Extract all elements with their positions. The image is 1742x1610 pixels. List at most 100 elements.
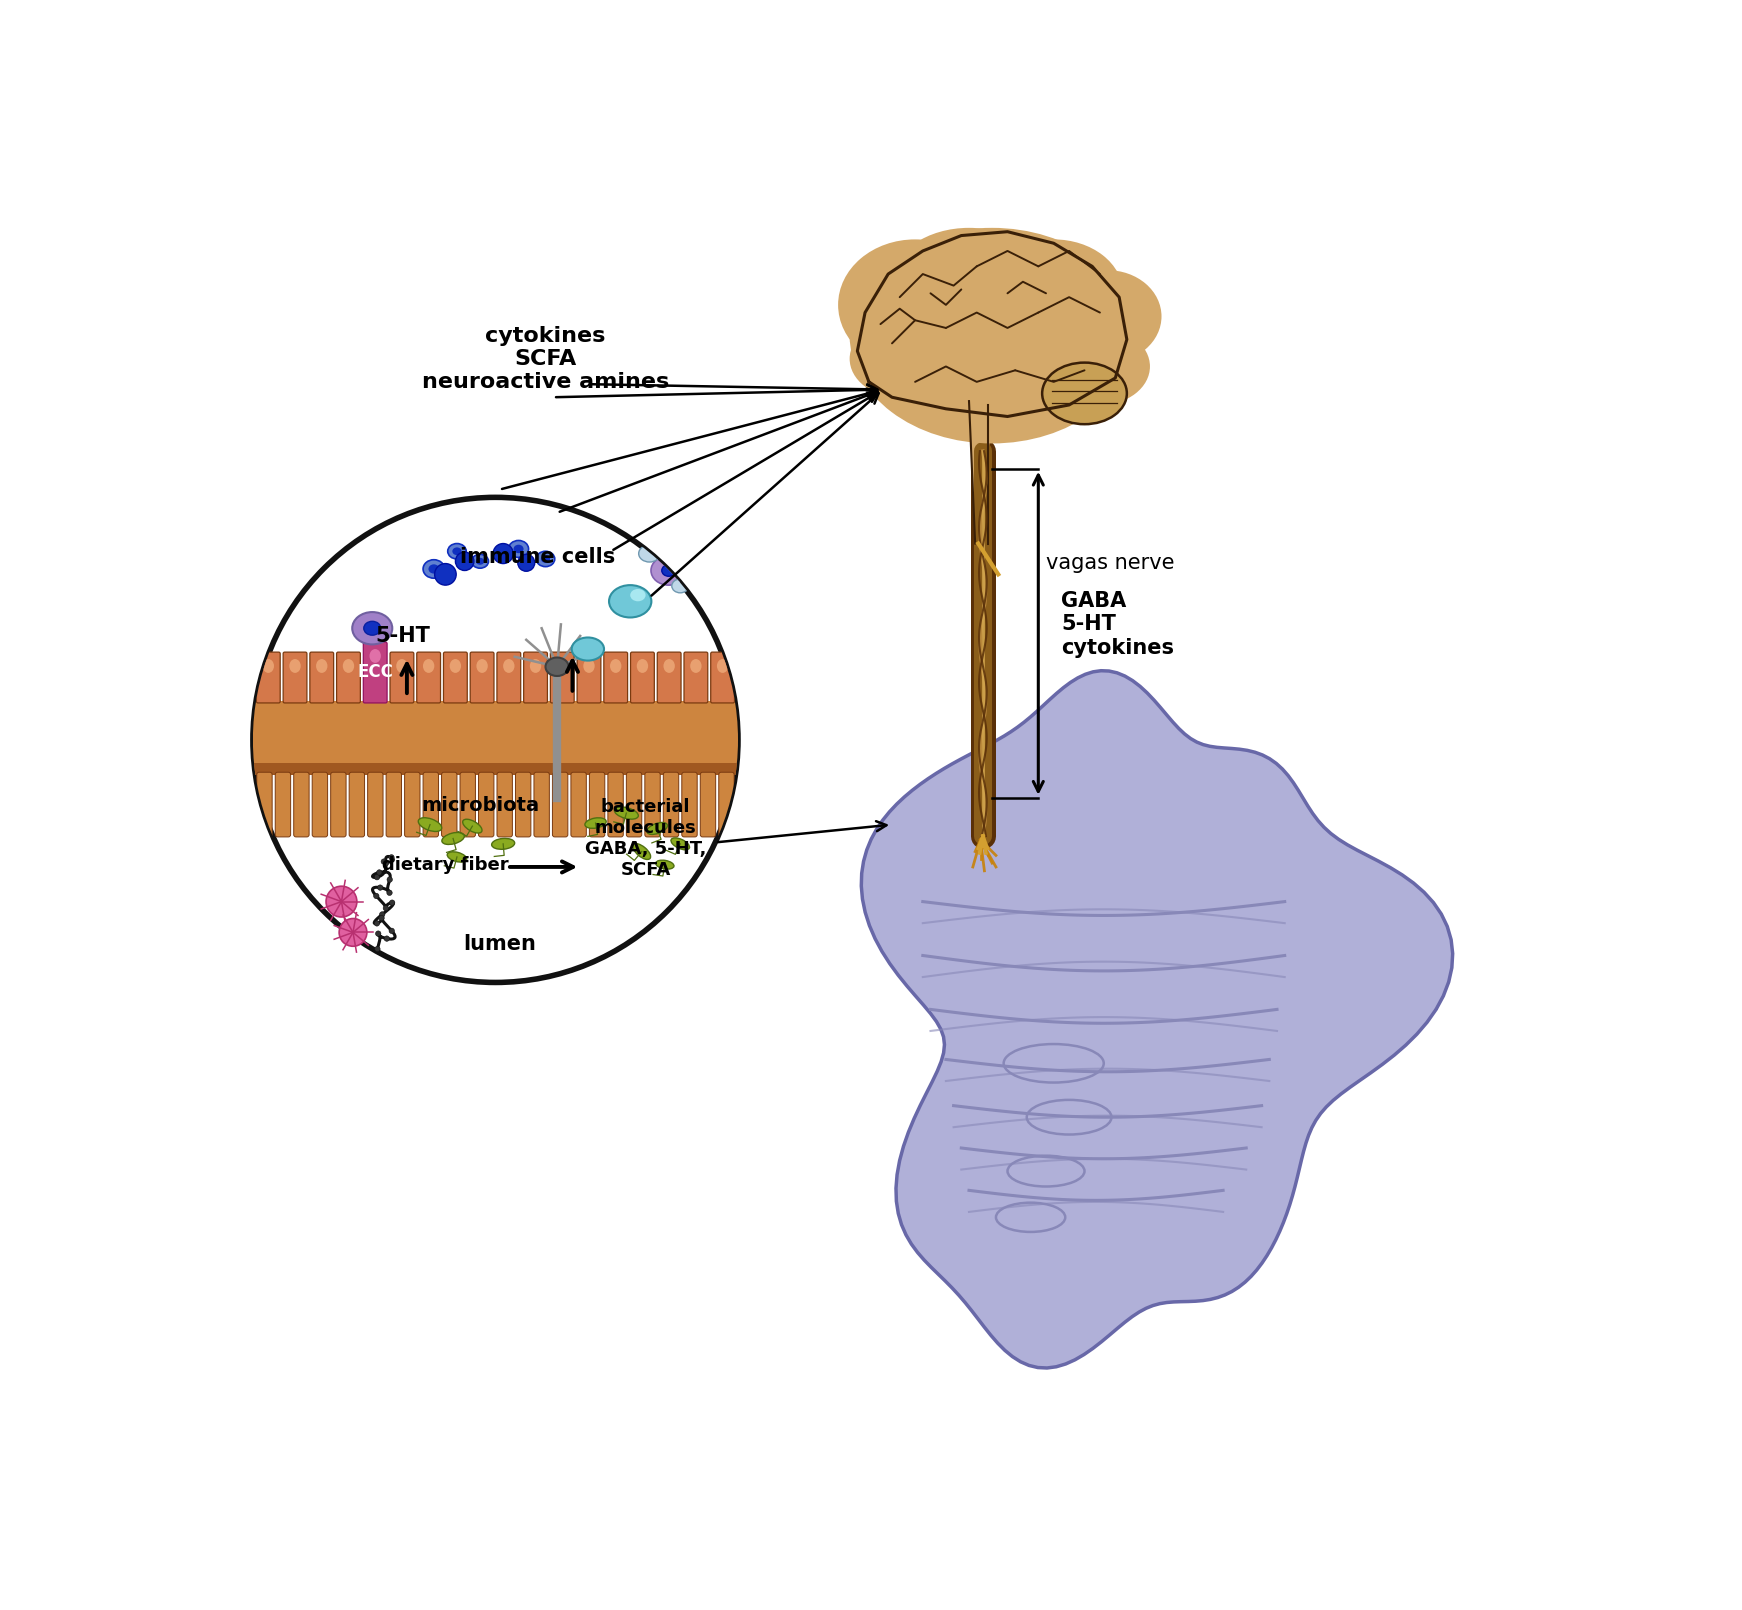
Ellipse shape	[493, 544, 514, 564]
Ellipse shape	[615, 807, 638, 819]
Ellipse shape	[652, 555, 686, 584]
Text: dietary fiber: dietary fiber	[381, 857, 509, 874]
Text: GABA
5-HT
cytokines: GABA 5-HT cytokines	[1061, 591, 1174, 657]
Text: immune cells: immune cells	[460, 547, 615, 567]
Ellipse shape	[429, 565, 439, 573]
Ellipse shape	[476, 557, 484, 565]
Ellipse shape	[662, 565, 676, 576]
FancyBboxPatch shape	[404, 773, 420, 837]
Circle shape	[253, 497, 739, 982]
Circle shape	[381, 858, 387, 865]
Circle shape	[383, 860, 388, 866]
Circle shape	[375, 921, 380, 926]
Ellipse shape	[472, 554, 488, 568]
FancyBboxPatch shape	[312, 773, 327, 837]
Ellipse shape	[423, 658, 434, 673]
Ellipse shape	[610, 584, 652, 618]
Circle shape	[378, 916, 385, 921]
Ellipse shape	[263, 658, 273, 673]
Ellipse shape	[838, 240, 993, 370]
FancyBboxPatch shape	[444, 652, 467, 704]
Circle shape	[387, 877, 392, 882]
Circle shape	[383, 935, 390, 942]
Circle shape	[383, 905, 388, 911]
FancyBboxPatch shape	[368, 773, 383, 837]
Bar	[253, 702, 739, 774]
FancyBboxPatch shape	[516, 773, 531, 837]
FancyBboxPatch shape	[416, 652, 441, 704]
FancyBboxPatch shape	[460, 773, 476, 837]
Text: bacterial
molecules
GABA, 5-HT,
SCFA: bacterial molecules GABA, 5-HT, SCFA	[585, 799, 706, 879]
Circle shape	[375, 947, 380, 952]
Ellipse shape	[463, 819, 483, 832]
Circle shape	[373, 894, 380, 898]
FancyBboxPatch shape	[348, 773, 364, 837]
FancyBboxPatch shape	[423, 773, 439, 837]
Ellipse shape	[289, 658, 301, 673]
Circle shape	[376, 869, 381, 876]
FancyBboxPatch shape	[711, 652, 735, 704]
Ellipse shape	[850, 320, 949, 398]
FancyBboxPatch shape	[604, 652, 627, 704]
FancyBboxPatch shape	[294, 773, 308, 837]
Ellipse shape	[718, 658, 728, 673]
FancyBboxPatch shape	[479, 773, 495, 837]
FancyBboxPatch shape	[631, 652, 655, 704]
FancyBboxPatch shape	[256, 773, 272, 837]
Ellipse shape	[1042, 362, 1127, 423]
Text: 5-HT: 5-HT	[376, 626, 430, 646]
FancyBboxPatch shape	[550, 652, 575, 704]
FancyBboxPatch shape	[331, 773, 347, 837]
Circle shape	[388, 855, 394, 860]
Ellipse shape	[584, 658, 594, 673]
FancyBboxPatch shape	[664, 773, 679, 837]
FancyBboxPatch shape	[589, 773, 604, 837]
Ellipse shape	[364, 621, 381, 636]
Text: vagas nerve: vagas nerve	[1045, 552, 1174, 573]
FancyBboxPatch shape	[571, 773, 587, 837]
Ellipse shape	[1054, 270, 1162, 362]
Ellipse shape	[509, 541, 528, 557]
Ellipse shape	[610, 658, 622, 673]
FancyBboxPatch shape	[577, 652, 601, 704]
FancyBboxPatch shape	[284, 652, 307, 704]
Ellipse shape	[984, 240, 1124, 348]
Circle shape	[390, 900, 395, 905]
Ellipse shape	[671, 837, 690, 850]
FancyBboxPatch shape	[719, 773, 733, 837]
Ellipse shape	[434, 564, 456, 584]
Ellipse shape	[655, 860, 674, 869]
Ellipse shape	[540, 555, 550, 563]
Circle shape	[375, 874, 380, 881]
Ellipse shape	[340, 919, 368, 947]
Ellipse shape	[449, 658, 462, 673]
Ellipse shape	[631, 589, 646, 601]
FancyBboxPatch shape	[441, 773, 456, 837]
FancyBboxPatch shape	[608, 773, 624, 837]
FancyBboxPatch shape	[275, 773, 291, 837]
Ellipse shape	[326, 886, 357, 918]
Ellipse shape	[448, 852, 467, 861]
FancyBboxPatch shape	[496, 773, 512, 837]
FancyBboxPatch shape	[645, 773, 660, 837]
Ellipse shape	[352, 612, 392, 644]
Text: lumen: lumen	[463, 934, 537, 955]
FancyBboxPatch shape	[390, 652, 415, 704]
Ellipse shape	[455, 552, 474, 570]
FancyBboxPatch shape	[336, 652, 361, 704]
FancyBboxPatch shape	[681, 773, 697, 837]
FancyBboxPatch shape	[685, 652, 707, 704]
FancyBboxPatch shape	[552, 773, 568, 837]
Ellipse shape	[517, 554, 535, 572]
Ellipse shape	[491, 839, 514, 850]
Ellipse shape	[530, 658, 542, 673]
Ellipse shape	[888, 332, 1003, 417]
Ellipse shape	[503, 658, 514, 673]
Ellipse shape	[1050, 328, 1150, 406]
Ellipse shape	[892, 229, 1045, 335]
Ellipse shape	[343, 658, 354, 673]
Ellipse shape	[476, 658, 488, 673]
FancyBboxPatch shape	[470, 652, 495, 704]
Ellipse shape	[423, 560, 444, 578]
Polygon shape	[861, 671, 1453, 1368]
